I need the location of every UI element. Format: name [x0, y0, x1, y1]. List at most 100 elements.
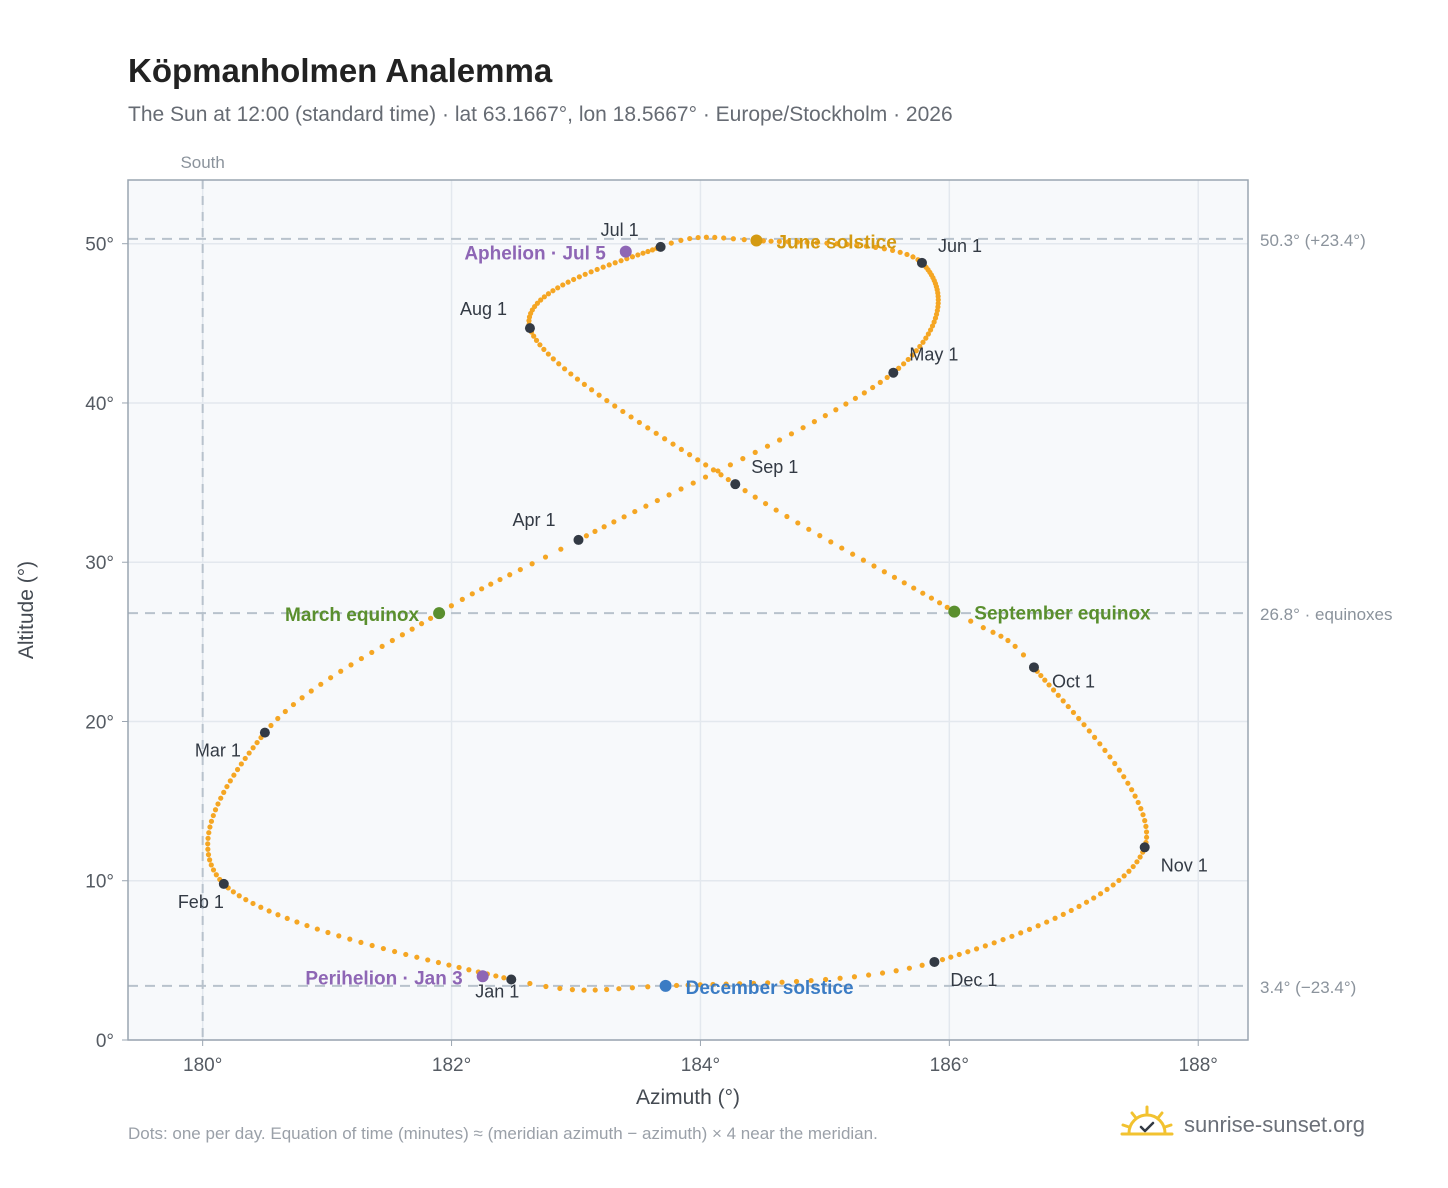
- daily-dot: [896, 365, 902, 371]
- daily-dot: [268, 722, 274, 729]
- daily-dot: [873, 244, 879, 250]
- daily-dot: [843, 401, 849, 407]
- daily-dot: [904, 251, 910, 258]
- daily-dot: [389, 637, 395, 644]
- daily-dot: [742, 488, 748, 494]
- daily-dot: [1116, 767, 1122, 773]
- event-label: Perihelion · Jan 3: [305, 968, 462, 989]
- daily-dot: [768, 238, 774, 244]
- month-marker: [888, 367, 899, 378]
- daily-dot: [881, 246, 887, 252]
- y-tick-label: 50°: [85, 235, 114, 256]
- south-label: South: [180, 153, 224, 172]
- month-label: Nov 1: [1161, 855, 1208, 875]
- daily-dot: [541, 346, 547, 352]
- daily-dot: [1116, 877, 1122, 884]
- daily-dot: [919, 962, 925, 968]
- daily-dot: [822, 976, 829, 983]
- daily-dot: [529, 561, 535, 567]
- daily-dot: [545, 351, 551, 357]
- daily-dot: [645, 984, 651, 990]
- daily-dot: [594, 266, 600, 273]
- daily-dot: [730, 236, 736, 242]
- daily-dot: [814, 240, 820, 246]
- daily-dot: [998, 633, 1004, 639]
- y-axis-label: Altitude (°): [15, 561, 38, 659]
- daily-dot: [1046, 682, 1052, 688]
- daily-dot: [1018, 930, 1024, 936]
- daily-dot: [588, 269, 594, 275]
- reference-line-label: 50.3° (+23.4°): [1260, 231, 1366, 250]
- month-marker: [218, 878, 229, 889]
- daily-dot: [925, 331, 931, 337]
- daily-dot: [893, 968, 899, 974]
- plot-frame: [127, 179, 1249, 1041]
- daily-dot: [620, 408, 626, 415]
- daily-dot: [695, 457, 701, 463]
- daily-dot: [811, 419, 817, 425]
- daily-dot: [750, 980, 757, 986]
- daily-dot: [466, 967, 472, 973]
- daily-dot: [839, 545, 845, 551]
- daily-dot: [238, 761, 244, 767]
- daily-dot: [929, 323, 936, 329]
- y-tick-label: 10°: [85, 872, 114, 893]
- daily-dot: [318, 681, 324, 687]
- daily-dot: [459, 596, 465, 602]
- daily-dot: [678, 486, 684, 492]
- daily-dot: [703, 234, 709, 240]
- daily-dot: [870, 384, 876, 391]
- daily-dot: [1091, 734, 1098, 740]
- month-marker: [655, 241, 666, 252]
- daily-dot: [308, 688, 314, 694]
- daily-dot: [561, 366, 568, 372]
- daily-dot: [913, 348, 919, 354]
- reference-lines: South 50.3° (+23.4°) 26.8° · equinoxes 3.4°…: [128, 153, 1393, 1040]
- daily-dot: [1110, 882, 1116, 888]
- daily-dot: [808, 977, 814, 984]
- daily-dot: [348, 662, 354, 668]
- daily-dot: [752, 494, 758, 500]
- brand[interactable]: sunrise-sunset.org: [1120, 1102, 1390, 1148]
- month-label: Aug 1: [460, 299, 507, 319]
- daily-dot: [928, 595, 935, 601]
- daily-dot: [246, 750, 252, 756]
- daily-dot: [654, 497, 660, 504]
- month-label: Jul 1: [601, 220, 639, 240]
- daily-dot: [596, 392, 602, 398]
- daily-dot: [369, 942, 375, 949]
- event-marker: [433, 607, 446, 620]
- month-label: Sep 1: [751, 457, 798, 477]
- daily-dot: [804, 239, 810, 245]
- daily-dot: [557, 985, 563, 992]
- daily-dot: [991, 940, 997, 946]
- daily-dot: [723, 981, 729, 987]
- daily-dot: [1026, 926, 1033, 932]
- daily-dot: [1130, 863, 1136, 870]
- daily-dot: [889, 247, 896, 254]
- daily-dot: [982, 943, 988, 949]
- daily-dot: [275, 715, 281, 722]
- x-tick-label: 182°: [432, 1055, 471, 1076]
- daily-dot: [507, 572, 513, 578]
- daily-dot: [897, 249, 903, 255]
- daily-dot: [208, 818, 215, 824]
- daily-dot: [670, 441, 676, 447]
- daily-dot: [446, 962, 452, 968]
- sun-logo-icon: [1120, 1105, 1174, 1136]
- daily-dot: [668, 240, 674, 246]
- daily-dot: [936, 600, 943, 606]
- daily-dot: [304, 922, 310, 929]
- daily-dot: [673, 982, 680, 989]
- daily-dot: [776, 238, 782, 245]
- daily-dot: [347, 936, 353, 942]
- daily-dot: [210, 812, 216, 819]
- daily-dot: [920, 590, 926, 596]
- month-label: Feb 1: [178, 892, 224, 912]
- daily-dot: [533, 337, 540, 343]
- x-tick-label: 184°: [681, 1055, 720, 1076]
- daily-dot: [218, 795, 224, 801]
- y-tick-label: 0°: [96, 1031, 114, 1052]
- daily-dot: [911, 585, 917, 591]
- daily-dot: [666, 492, 672, 498]
